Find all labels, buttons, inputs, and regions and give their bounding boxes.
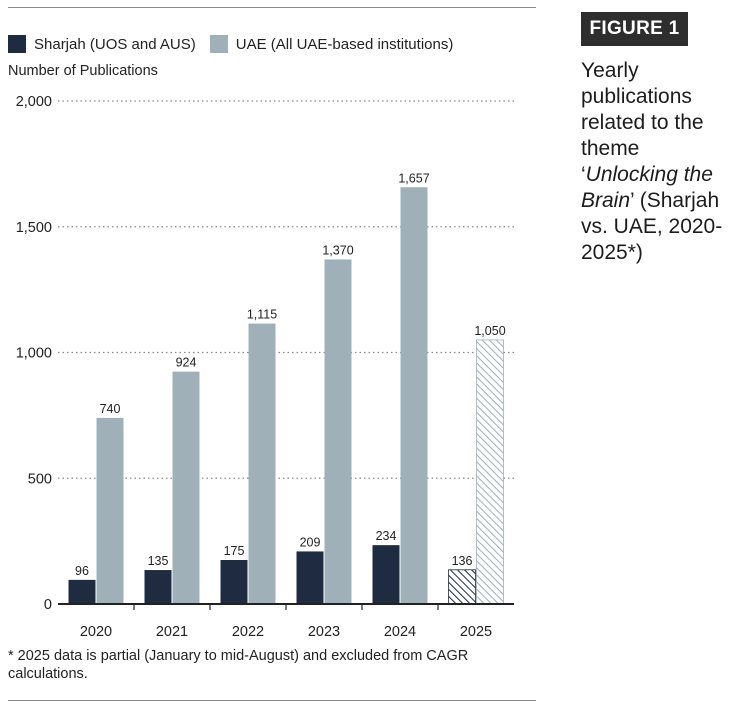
legend-label-uae: UAE (All UAE-based institutions)	[235, 35, 454, 53]
data-label-uae-2024: 1,657	[398, 171, 429, 185]
bar-sharjah-2024	[372, 545, 400, 604]
legend-label-sharjah: Sharjah (UOS and AUS)	[34, 35, 196, 53]
data-label-uae-2021: 924	[176, 356, 197, 370]
x-tick-label: 2025	[460, 624, 492, 640]
bottom-rule	[8, 700, 536, 701]
bar-uae-2021	[172, 371, 200, 604]
legend-item-sharjah: Sharjah (UOS and AUS)	[8, 35, 196, 53]
y-tick-label: 2,000	[16, 94, 52, 110]
x-tick-label: 2023	[308, 624, 340, 640]
legend-swatch-uae	[209, 35, 228, 53]
bar-sharjah-2023	[296, 551, 324, 604]
data-label-sharjah-2021: 135	[148, 554, 169, 568]
y-axis-title: Number of Publications	[8, 63, 158, 79]
data-label-uae-2025: 1,050	[474, 324, 505, 338]
legend-item-uae: UAE (All UAE-based institutions)	[209, 35, 454, 53]
y-tick-label: 1,500	[16, 220, 52, 236]
bar-sharjah-2021	[144, 570, 172, 604]
bar-uae-2020	[96, 417, 124, 604]
x-tick-label: 2021	[156, 624, 188, 640]
bar-sharjah-2025	[448, 569, 476, 605]
bar-uae-2022	[248, 323, 276, 604]
figure-caption: Yearly publications related to the theme…	[581, 58, 731, 266]
x-tick-label: 2022	[232, 624, 264, 640]
data-label-sharjah-2023: 209	[300, 535, 321, 549]
bar-uae-2025	[476, 339, 504, 605]
data-label-sharjah-2022: 175	[224, 544, 245, 558]
data-label-sharjah-2024: 234	[376, 529, 397, 543]
y-tick-label: 0	[44, 597, 52, 613]
y-tick-label: 500	[28, 471, 52, 487]
figure-badge: FIGURE 1	[581, 12, 688, 46]
data-label-sharjah-2025: 136	[452, 554, 473, 568]
top-rule	[8, 7, 536, 8]
bar-chart: 0 500 1,000 1,500 2,000 96 740 2020 135 924 2021 17…	[16, 94, 514, 640]
data-label-uae-2020: 740	[100, 402, 121, 416]
data-label-uae-2022: 1,115	[247, 308, 277, 322]
data-label-sharjah-2020: 96	[75, 564, 89, 578]
bar-sharjah-2022	[220, 559, 248, 604]
bar-uae-2023	[324, 259, 352, 604]
footnote: * 2025 data is partial (January to mid-A…	[8, 648, 469, 682]
y-tick-label: 1,000	[16, 346, 52, 362]
x-tick-label: 2024	[384, 624, 416, 640]
bar-sharjah-2020	[68, 579, 96, 604]
data-label-uae-2023: 1,370	[322, 243, 353, 257]
caption-before: Yearly publications related to the theme…	[581, 59, 704, 186]
caption-after: ’ (Sharjah vs. UAE, 2020-2025*)	[581, 189, 723, 264]
x-tick-label: 2020	[80, 624, 112, 640]
caption-italic: Unlocking the Brain	[581, 163, 713, 212]
bar-uae-2024	[400, 187, 428, 604]
legend: Sharjah (UOS and AUS) UAE (All UAE-based…	[8, 35, 467, 53]
legend-swatch-sharjah	[8, 35, 26, 53]
